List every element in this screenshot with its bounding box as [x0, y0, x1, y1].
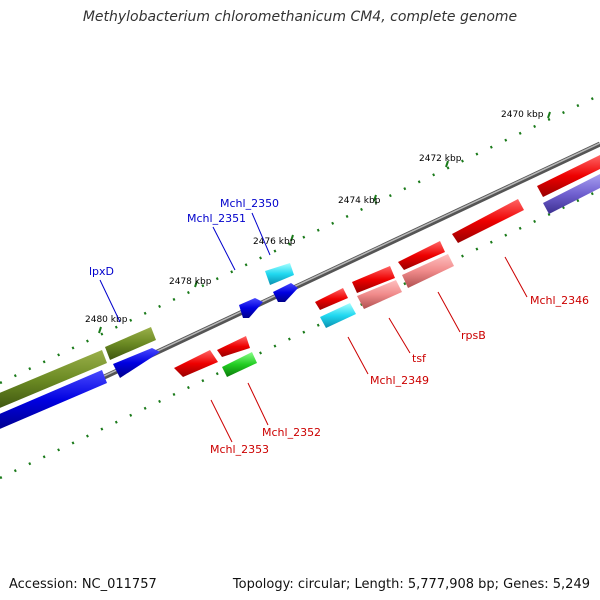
forward-leader-lines	[99, 212, 271, 323]
major-tick	[373, 194, 377, 202]
reverse-inner-track	[174, 155, 600, 377]
leader-tsf	[388, 317, 411, 354]
leader-Mchl_2349	[347, 336, 369, 375]
scale-label: 2470 kbp	[501, 110, 544, 120]
gene-label-Mchl_2346: Mchl_2346	[530, 294, 589, 307]
map-title: Methylobacterium chloromethanicum CM4, c…	[82, 9, 518, 25]
genome-summary: Topology: circular; Length: 5,777,908 bp…	[232, 577, 590, 592]
gene-reverse-block-end[interactable]	[537, 155, 600, 197]
gene-lpxD[interactable]	[0, 350, 107, 410]
gene-Mchl_2346[interactable]	[452, 199, 524, 243]
gene-Mchl_2353[interactable]	[174, 350, 218, 377]
gene-rpsB-red[interactable]	[398, 241, 445, 270]
forward-inner-track	[0, 263, 298, 431]
tick-ring-outer-line	[0, 93, 600, 385]
gene-Mchl_2353-fwd[interactable]	[105, 327, 156, 360]
leader-Mchl_2350	[251, 212, 271, 256]
tick-ring-outer	[0, 93, 600, 385]
gene-Mchl_2349[interactable]	[320, 303, 356, 328]
gene-Mchl_2352[interactable]	[222, 352, 257, 377]
scale-label: 2480 kbp	[85, 315, 128, 325]
gene-rpsB[interactable]	[402, 254, 454, 288]
accession-label: Accession: NC_011757	[9, 577, 157, 592]
scale-label: 2474 kbp	[338, 196, 381, 206]
major-tick	[194, 280, 198, 288]
gene-label-Mchl_2353: Mchl_2353	[210, 443, 269, 456]
leader-Mchl_2346	[504, 256, 528, 298]
major-tick	[445, 160, 449, 168]
gene-Mchl_2351[interactable]	[239, 298, 263, 318]
leader-rpsB	[437, 291, 461, 333]
forward-outer-track	[0, 327, 156, 410]
gene-Mchl_2350-blue[interactable]	[273, 283, 298, 302]
scale-label: 2476 kbp	[253, 237, 296, 247]
gene-label-Mchl_2351: Mchl_2351	[187, 212, 246, 225]
gene-forward-block-2[interactable]	[113, 348, 160, 378]
gene-Mchl_2349-red[interactable]	[315, 288, 348, 310]
major-ticks	[98, 111, 551, 334]
leader-Mchl_2351	[212, 226, 236, 271]
reverse-leader-lines	[210, 256, 528, 443]
gene-reverse-outer-end[interactable]	[543, 174, 600, 214]
reverse-outer-track	[222, 174, 600, 377]
gene-Mchl_2350[interactable]	[265, 263, 294, 285]
gene-tsf[interactable]	[357, 280, 402, 309]
scale-label: 2478 kbp	[169, 277, 212, 287]
gene-forward-block[interactable]	[0, 370, 107, 431]
gene-label-Mchl_2352: Mchl_2352	[262, 426, 321, 439]
gene-Mchl_2352-red[interactable]	[217, 336, 250, 357]
gene-tsf-red[interactable]	[352, 266, 395, 293]
major-tick	[290, 234, 294, 242]
leader-Mchl_2352	[247, 382, 269, 426]
gene-label-Mchl_2350: Mchl_2350	[220, 197, 279, 210]
gene-label-rpsB: rpsB	[461, 329, 486, 342]
leader-Mchl_2353	[210, 399, 233, 443]
scale-label: 2472 kbp	[419, 154, 462, 164]
gene-label-lpxD: lpxD	[89, 265, 114, 278]
gene-label-tsf: tsf	[412, 352, 427, 365]
leader-lpxD	[99, 279, 121, 323]
major-tick	[547, 111, 551, 119]
major-tick	[98, 326, 102, 334]
gene-label-Mchl_2349: Mchl_2349	[370, 374, 429, 387]
